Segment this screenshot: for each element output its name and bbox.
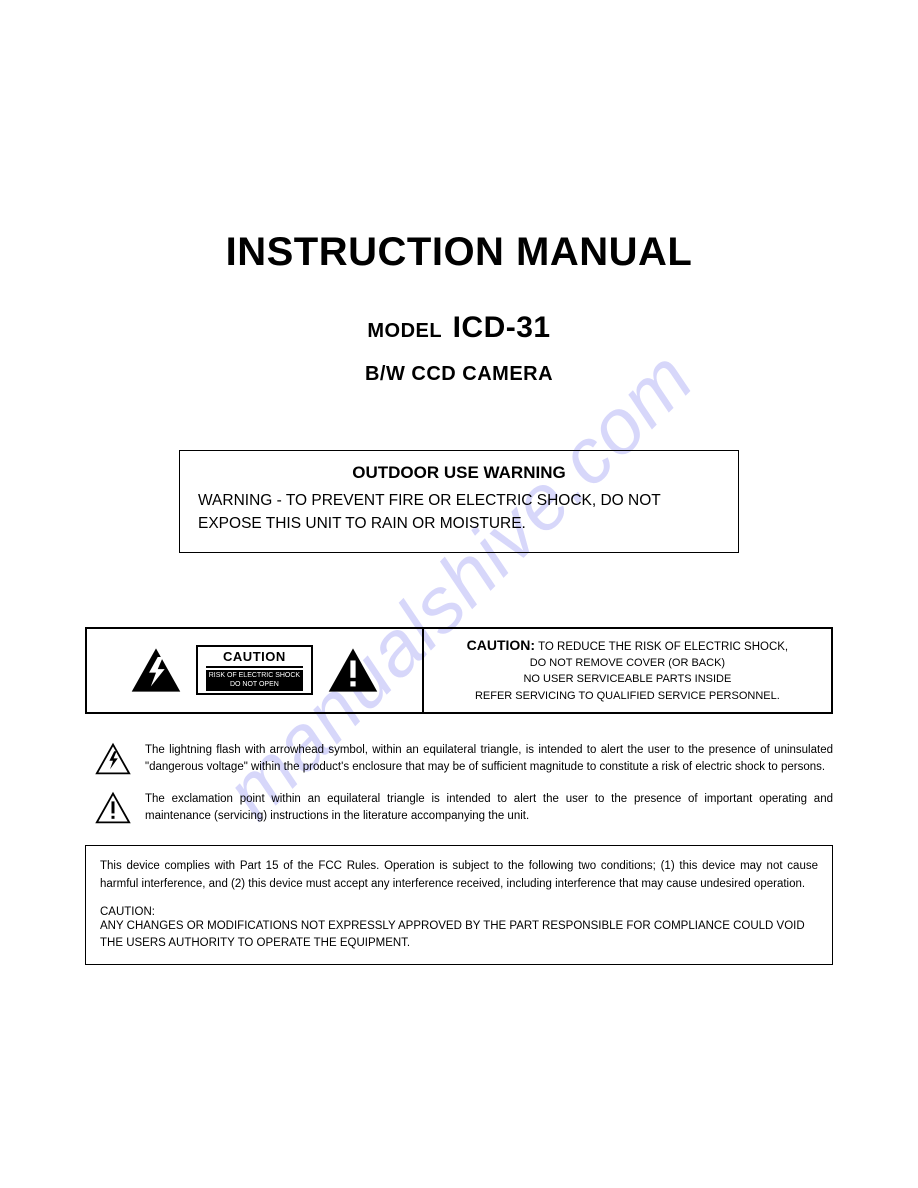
fcc-caution-body: ANY CHANGES OR MODIFICATIONS NOT EXPRESS… — [100, 918, 818, 953]
caution-label-box: CAUTION RISK OF ELECTRIC SHOCK DO NOT OP… — [196, 645, 313, 695]
caution-right-lines: DO NOT REMOVE COVER (OR BACK) NO USER SE… — [434, 655, 821, 705]
caution-panel: CAUTION RISK OF ELECTRIC SHOCK DO NOT OP… — [85, 627, 833, 715]
symbol-exclamation-row: The exclamation point within an equilate… — [85, 791, 833, 826]
fcc-box: This device complies with Part 15 of the… — [85, 845, 833, 965]
outdoor-warning-title: OUTDOOR USE WARNING — [198, 463, 720, 483]
fcc-caution-title: CAUTION: — [100, 906, 818, 918]
exclamation-triangle-icon — [327, 646, 379, 694]
lightning-triangle-outline-icon — [95, 742, 131, 776]
model-line: MODEL ICD-31 — [85, 311, 833, 345]
product-type: B/W CCD CAMERA — [85, 363, 833, 386]
fcc-body: This device complies with Part 15 of the… — [100, 858, 818, 894]
lightning-triangle-icon — [130, 646, 182, 694]
model-label: MODEL — [367, 320, 442, 342]
caution-panel-right: CAUTION: TO REDUCE THE RISK OF ELECTRIC … — [422, 629, 831, 713]
page-title: INSTRUCTION MANUAL — [85, 230, 833, 275]
symbol-lightning-row: The lightning flash with arrowhead symbo… — [85, 742, 833, 777]
caution-label-sub: RISK OF ELECTRIC SHOCK DO NOT OPEN — [206, 670, 303, 691]
outdoor-warning-body: WARNING - TO PREVENT FIRE OR ELECTRIC SH… — [198, 489, 720, 536]
caution-right-title: CAUTION: TO REDUCE THE RISK OF ELECTRIC … — [434, 637, 821, 653]
caution-label-title: CAUTION — [206, 649, 303, 668]
symbol-lightning-text: The lightning flash with arrowhead symbo… — [145, 742, 833, 777]
symbol-exclamation-text: The exclamation point within an equilate… — [145, 791, 833, 826]
outdoor-warning-box: OUTDOOR USE WARNING WARNING - TO PREVENT… — [179, 450, 739, 553]
caution-panel-left: CAUTION RISK OF ELECTRIC SHOCK DO NOT OP… — [87, 629, 422, 713]
model-name: ICD-31 — [453, 311, 551, 344]
exclamation-triangle-outline-icon — [95, 791, 131, 825]
